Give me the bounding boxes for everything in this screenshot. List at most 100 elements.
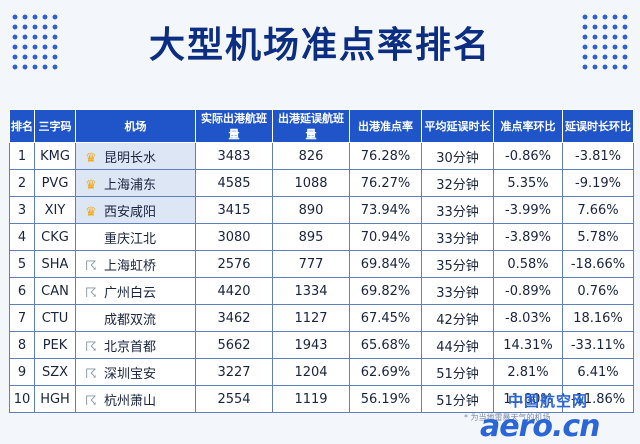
delayed-cell: 826 [272, 142, 350, 170]
code-cell: CAN [34, 277, 76, 305]
page-title: 大型机场准点率排名 [148, 25, 491, 66]
table-row: 1 KMG ♛ 昆明长水 3483 826 76.28% 30分钟 -0.86% -3.81% [9, 142, 634, 170]
table-row: 3 XIY ♛ 西安咸阳 3415 890 73.94% 33分钟 -3.99% 7.66% [9, 196, 634, 224]
airport-cell: 成都双流 [75, 304, 196, 332]
column-header-airport: 机场 [75, 109, 196, 143]
rank-cell: 5 [9, 250, 35, 278]
avg-delay-cell: 35分钟 [421, 250, 494, 278]
flights-cell: 4585 [195, 169, 273, 197]
footnote: * 为当地雷暴天气的机场 [464, 413, 551, 422]
ontime-mom-cell: -3.99% [493, 196, 563, 224]
rank-cell: 4 [9, 223, 35, 251]
logo-english-text: aero.cn [480, 409, 601, 444]
delay-mom-cell: 7.66% [562, 196, 634, 224]
flights-cell: 5662 [195, 331, 273, 359]
airport-cell: ♛ 西安咸阳 [75, 196, 196, 224]
ontime-mom-cell: -3.89% [493, 223, 563, 251]
airport-cell: ☈ 上海虹桥 [75, 250, 196, 278]
crown-icon: ♛ [85, 177, 97, 193]
column-header-delay-mom: 延误时长环比 [562, 109, 634, 143]
crown-icon: ♛ [85, 150, 97, 166]
delayed-cell: 1943 [272, 331, 350, 359]
ontime-mom-cell: -8.03% [493, 304, 563, 332]
flights-cell: 3483 [195, 142, 273, 170]
rank-cell: 8 [9, 331, 35, 359]
table-row: 2 PVG ♛ 上海浦东 4585 1088 76.27% 32分钟 5.35% -9.19% [9, 169, 634, 197]
crown-icon: ♛ [85, 204, 97, 220]
rank-cell: 9 [9, 358, 35, 386]
table-header-row: 排名 三字码 机场 实际出港航班量 出港延误航班量 出港准点率 平均延误时长 准… [9, 109, 634, 143]
ontime-cell: 69.82% [349, 277, 422, 305]
delay-mom-cell: -9.19% [562, 169, 634, 197]
airport-name: 北京首都 [104, 339, 157, 355]
airport-cell: 重庆江北 [75, 223, 196, 251]
logo-chinese-text: 中国航空网 [508, 392, 589, 410]
code-cell: KMG [34, 142, 76, 170]
delay-mom-cell: 0.76% [562, 277, 634, 305]
code-cell: SZX [34, 358, 76, 386]
thunderstorm-icon: ☈ [85, 285, 97, 301]
ontime-mom-cell: 2.81% [493, 358, 563, 386]
airport-name: 昆明长水 [104, 150, 157, 166]
rank-cell: 1 [9, 142, 35, 170]
flights-cell: 2554 [195, 385, 273, 413]
code-cell: XIY [34, 196, 76, 224]
airport-cell: ☈ 深圳宝安 [75, 358, 196, 386]
code-cell: PEK [34, 331, 76, 359]
airport-name: 杭州萧山 [104, 393, 157, 409]
thunderstorm-icon: ☈ [85, 366, 97, 382]
delayed-cell: 1334 [272, 277, 350, 305]
column-header-code: 三字码 [34, 109, 76, 143]
ontime-cell: 62.69% [349, 358, 422, 386]
avg-delay-cell: 51分钟 [421, 358, 494, 386]
code-cell: CKG [34, 223, 76, 251]
ontime-mom-cell: -0.86% [493, 142, 563, 170]
ontime-mom-cell: 5.35% [493, 169, 563, 197]
rank-cell: 10 [9, 385, 35, 413]
ontime-cell: 76.28% [349, 142, 422, 170]
table-row: 5 SHA ☈ 上海虹桥 2576 777 69.84% 35分钟 0.58% -18.66% [9, 250, 634, 278]
airport-cell: ☈ 北京首都 [75, 331, 196, 359]
airport-name: 成都双流 [104, 312, 157, 328]
avg-delay-cell: 44分钟 [421, 331, 494, 359]
table-row: 9 SZX ☈ 深圳宝安 3227 1204 62.69% 51分钟 2.81% 6.41% [9, 358, 634, 386]
flights-cell: 2576 [195, 250, 273, 278]
avg-delay-cell: 32分钟 [421, 169, 494, 197]
delayed-cell: 895 [272, 223, 350, 251]
avg-delay-cell: 30分钟 [421, 142, 494, 170]
flights-cell: 4420 [195, 277, 273, 305]
ontime-cell: 65.68% [349, 331, 422, 359]
thunderstorm-icon: ☈ [85, 339, 97, 355]
column-header-ontime-mom: 准点率环比 [493, 109, 563, 143]
ontime-mom-cell: 11.80% [493, 385, 563, 413]
airport-name: 上海虹桥 [104, 258, 157, 274]
code-cell: CTU [34, 304, 76, 332]
avg-delay-cell: 33分钟 [421, 196, 494, 224]
airport-name: 重庆江北 [104, 231, 157, 247]
delay-mom-cell: -18.66% [562, 250, 634, 278]
airport-cell: ♛ 昆明长水 [75, 142, 196, 170]
ontime-mom-cell: -0.89% [493, 277, 563, 305]
table-row: 8 PEK ☈ 北京首都 5662 1943 65.68% 44分钟 14.31% -33.11% [9, 331, 634, 359]
column-header-flights: 实际出港航班量 [195, 109, 273, 143]
delayed-cell: 890 [272, 196, 350, 224]
airport-cell: ☈ 杭州萧山 [75, 385, 196, 413]
column-header-ontime: 出港准点率 [349, 109, 422, 143]
thunderstorm-icon: ☈ [85, 258, 97, 274]
table-row: 4 CKG 重庆江北 3080 895 70.94% 33分钟 -3.89% 5.78% [9, 223, 634, 251]
column-header-rank: 排名 [9, 109, 35, 143]
aero-cn-logo: 中国航空网 * 为当地雷暴天气的机场 aero.cn [464, 390, 634, 444]
column-header-avg-delay: 平均延误时长 [421, 109, 494, 143]
decorative-dot-grid-left [10, 12, 60, 72]
airport-name: 西安咸阳 [104, 204, 157, 220]
delayed-cell: 1127 [272, 304, 350, 332]
ontime-mom-cell: 14.31% [493, 331, 563, 359]
airport-name: 深圳宝安 [104, 366, 157, 382]
avg-delay-cell: 33分钟 [421, 277, 494, 305]
table-row: 10 HGH ☈ 杭州萧山 2554 1119 56.19% 51分钟 11.80% -11.86… [9, 385, 634, 413]
flights-cell: 3462 [195, 304, 273, 332]
avg-delay-cell: 51分钟 [421, 385, 494, 413]
flights-cell: 3080 [195, 223, 273, 251]
flights-cell: 3227 [195, 358, 273, 386]
delayed-cell: 777 [272, 250, 350, 278]
